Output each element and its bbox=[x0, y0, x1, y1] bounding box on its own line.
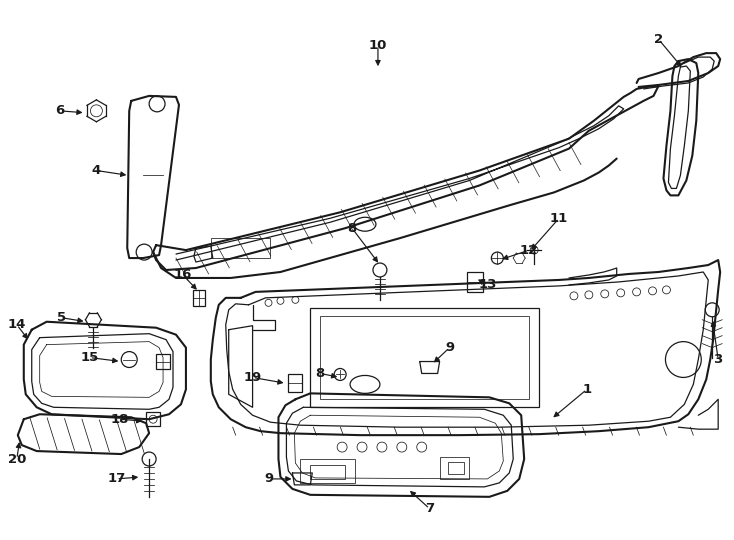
Text: 6: 6 bbox=[55, 104, 64, 117]
Text: 3: 3 bbox=[713, 353, 723, 366]
Text: 10: 10 bbox=[368, 39, 387, 52]
Text: 14: 14 bbox=[7, 318, 26, 331]
Bar bbox=[310, 465, 345, 479]
Text: 1: 1 bbox=[582, 383, 592, 396]
Text: 9: 9 bbox=[264, 472, 273, 485]
Bar bbox=[288, 374, 302, 393]
Text: 12: 12 bbox=[520, 244, 538, 256]
Text: 2: 2 bbox=[654, 33, 663, 46]
Text: 5: 5 bbox=[57, 311, 66, 324]
Text: 13: 13 bbox=[478, 279, 497, 292]
Text: 16: 16 bbox=[174, 268, 192, 281]
Bar bbox=[310, 308, 539, 407]
Text: 9: 9 bbox=[445, 341, 454, 354]
Bar bbox=[156, 354, 170, 369]
Bar bbox=[320, 316, 529, 400]
Text: 17: 17 bbox=[107, 472, 126, 485]
Bar bbox=[300, 459, 355, 483]
Text: 11: 11 bbox=[550, 212, 568, 225]
Text: 19: 19 bbox=[244, 371, 262, 384]
Text: 8: 8 bbox=[316, 367, 325, 380]
Bar bbox=[448, 462, 463, 474]
Bar bbox=[440, 457, 470, 479]
Bar bbox=[193, 290, 205, 306]
Bar bbox=[468, 272, 484, 292]
Text: 18: 18 bbox=[110, 413, 128, 426]
Bar bbox=[146, 412, 160, 426]
Text: 4: 4 bbox=[92, 164, 101, 177]
Text: 8: 8 bbox=[347, 222, 357, 235]
Bar bbox=[211, 238, 271, 258]
Text: 20: 20 bbox=[7, 453, 26, 465]
Text: 15: 15 bbox=[80, 351, 98, 364]
Text: 7: 7 bbox=[425, 502, 435, 515]
